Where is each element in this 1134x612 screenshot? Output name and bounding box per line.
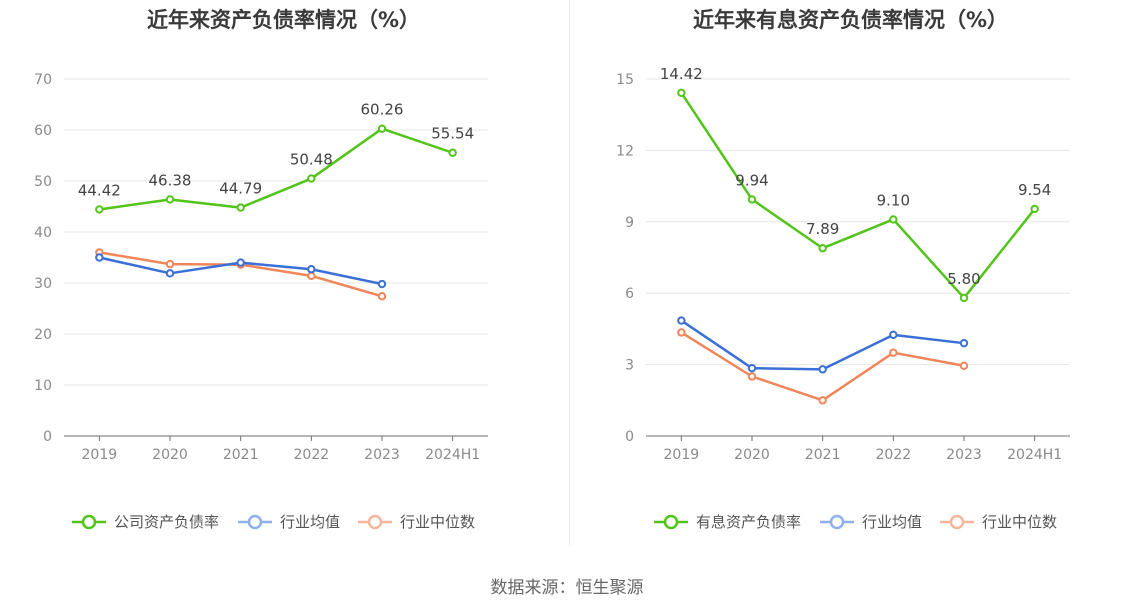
data-label: 7.89: [806, 220, 839, 238]
y-tick-label: 30: [34, 276, 52, 292]
data-point: [677, 316, 686, 325]
legend-label: 行业中位数: [400, 513, 475, 531]
y-tick-label: 40: [34, 225, 52, 241]
legend-marker: [247, 514, 263, 530]
data-point: [165, 269, 175, 278]
data-label: 60.26: [361, 101, 404, 119]
data-point: [236, 203, 245, 212]
data-point: [677, 88, 686, 98]
legend-item[interactable]: 行业均值: [238, 513, 340, 531]
data-point: [747, 372, 757, 381]
series-line: [99, 127, 454, 211]
data-point: [677, 328, 686, 337]
data-point: [377, 292, 387, 301]
x-tick-label: 2020: [152, 447, 188, 463]
x-tick-label: 2019: [664, 447, 700, 463]
data-point: [307, 174, 316, 183]
legend-marker: [949, 514, 965, 530]
legend-marker: [663, 514, 679, 530]
data-point: [889, 330, 898, 340]
data-label: 14.42: [660, 65, 703, 83]
y-tick-label: 12: [616, 143, 634, 159]
data-label: 50.48: [290, 151, 333, 169]
y-tick-label: 9: [625, 215, 634, 231]
data-point: [95, 253, 104, 262]
data-point: [747, 195, 757, 204]
chart-title: 近年来资产负债率情况（%）: [146, 8, 421, 32]
legend-label: 行业均值: [862, 513, 922, 531]
data-point: [95, 205, 104, 214]
panel-divider: [569, 0, 570, 545]
y-tick-label: 20: [34, 327, 52, 343]
data-source: 数据来源：恒生聚源: [490, 578, 644, 598]
data-point: [818, 365, 827, 374]
data-point: [818, 244, 827, 253]
data-point: [959, 293, 969, 303]
y-tick-label: 70: [34, 72, 52, 88]
data-point: [959, 361, 969, 370]
data-label: 44.79: [219, 180, 262, 198]
x-tick-label: 2024H1: [1007, 447, 1062, 463]
data-point: [377, 279, 387, 289]
data-label: 9.10: [877, 191, 910, 209]
x-tick-label: 2024H1: [425, 447, 480, 463]
data-label: 9.94: [735, 171, 768, 189]
series-line: [680, 319, 965, 371]
x-tick-label: 2022: [876, 447, 912, 463]
y-tick-label: 0: [43, 429, 52, 445]
x-tick-label: 2023: [364, 447, 400, 463]
legend-label: 公司资产负债率: [114, 513, 219, 531]
data-label: 46.38: [149, 171, 192, 189]
legend-label: 行业中位数: [982, 513, 1057, 531]
data-label: 5.80: [947, 270, 980, 288]
data-label: 55.54: [431, 125, 474, 143]
legend-item[interactable]: 有息资产负债率: [654, 513, 801, 531]
series-line: [680, 92, 1036, 300]
x-tick-label: 2021: [805, 447, 841, 463]
data-point: [889, 348, 898, 357]
legend-label: 行业均值: [280, 513, 340, 531]
chart-title: 近年来有息资产负债率情况（%）: [692, 8, 1009, 32]
chart-panel-asset-liability: 近年来资产负债率情况（%） 0 10 20 30 40 50 60 70 2019 2020 202…: [0, 0, 567, 560]
data-point: [165, 259, 175, 269]
data-point: [236, 258, 245, 267]
data-point: [377, 124, 387, 133]
y-tick-label: 6: [625, 286, 634, 302]
legend-item[interactable]: 行业中位数: [358, 513, 475, 531]
y-tick-label: 15: [616, 72, 634, 88]
legend-item[interactable]: 公司资产负债率: [72, 513, 219, 531]
x-tick-label: 2019: [82, 447, 118, 463]
legend-marker: [367, 514, 383, 530]
legend-item[interactable]: 行业中位数: [940, 513, 1057, 531]
line-chart-interest-bearing: 0 3 6 9 12 15 2019 2020 2021 2022 2023 2024H1 14.42 9…: [616, 65, 1070, 531]
legend-marker: [81, 514, 97, 530]
y-tick-label: 10: [34, 378, 52, 394]
legend-item[interactable]: 行业均值: [820, 513, 922, 531]
chart-panel-interest-bearing: 近年来有息资产负债率情况（%） 0 3 6 9 12 15 2019 2020 2021 2022…: [567, 0, 1134, 560]
x-tick-label: 2021: [223, 447, 259, 463]
data-point: [818, 396, 827, 405]
data-point: [747, 363, 757, 373]
line-chart-asset-liability: 0 10 20 30 40 50 60 70 2019 2020 2021 2022 2023 2024H…: [34, 72, 488, 531]
data-label: 9.54: [1018, 181, 1051, 199]
y-tick-label: 3: [625, 358, 634, 374]
x-tick-label: 2020: [734, 447, 770, 463]
data-point: [307, 265, 316, 274]
data-point: [959, 338, 969, 348]
data-point: [889, 215, 898, 224]
y-tick-label: 50: [34, 174, 52, 190]
y-tick-label: 60: [34, 123, 52, 139]
x-tick-label: 2022: [294, 447, 330, 463]
legend-marker: [829, 514, 845, 530]
data-label: 44.42: [78, 181, 121, 199]
data-point: [1030, 204, 1039, 214]
legend-label: 有息资产负债率: [696, 513, 801, 531]
data-point: [307, 271, 316, 281]
x-tick-label: 2023: [946, 447, 982, 463]
data-point: [165, 195, 175, 204]
y-tick-label: 0: [625, 429, 634, 445]
data-point: [448, 148, 457, 157]
